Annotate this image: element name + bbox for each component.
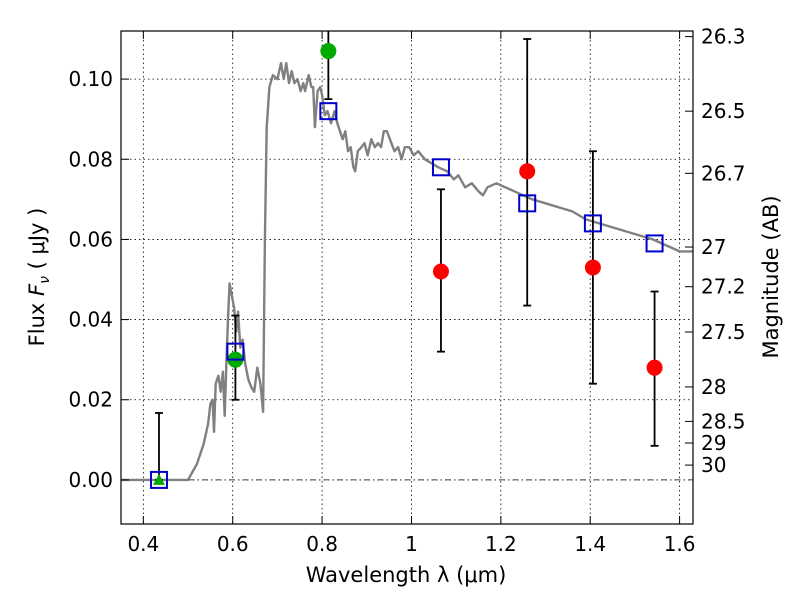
upper-limit-error-bar	[154, 412, 163, 481]
model-photometry-square	[431, 158, 450, 177]
x-axis-title: Wavelength λ (μm)	[306, 563, 507, 587]
magnitude-tick-label: 27.5	[701, 320, 746, 344]
x-tick-label: 1.2	[485, 532, 517, 556]
y-tick-label: 0.02	[68, 388, 113, 412]
red-detection-point	[646, 359, 663, 376]
y-axis-title-text: Flux	[25, 296, 49, 346]
x-tick-label: 1	[405, 532, 418, 556]
x-tick-label: 1.6	[664, 532, 696, 556]
magnitude-tick-label: 29	[701, 431, 726, 455]
y-tick-label: 0.04	[68, 308, 113, 332]
magnitude-tick-label: 26.5	[701, 99, 746, 123]
y-tick-label: 0.08	[68, 147, 113, 171]
x-tick-label: 0.4	[127, 532, 159, 556]
magnitude-tick-label: 26.3	[701, 25, 746, 49]
y-tick-label: 0.00	[68, 468, 113, 492]
x-tick-label: 0.8	[306, 532, 338, 556]
magnitude-tick-label: 28	[701, 375, 726, 399]
error-bars	[154, 31, 659, 481]
y-tick-labels: 0.00 0.02 0.04 0.06 0.08 0.10	[68, 67, 113, 492]
model-photometry-square	[645, 234, 664, 253]
y-tick-label: 0.10	[68, 67, 113, 91]
red-detection-point	[584, 259, 601, 276]
magnitude-tick-label: 27.2	[701, 275, 746, 299]
red-detection-point	[519, 163, 536, 180]
magnitude-axis-title: Magnitude (AB)	[759, 195, 783, 358]
model-photometry-square	[583, 214, 602, 233]
magnitude-tick-label: 28.5	[701, 409, 746, 433]
y-axis-title-unit: ( μJy )	[25, 208, 49, 276]
magnitude-tick-label: 26.7	[701, 161, 746, 185]
green-detection-point	[320, 43, 337, 60]
markers	[149, 43, 664, 489]
x-tick-label: 1.4	[574, 532, 606, 556]
model-sed-line	[121, 61, 693, 482]
magnitude-tick-label: 30	[701, 453, 726, 477]
x-tick-label: 0.6	[217, 532, 249, 556]
model-photometry-square	[518, 194, 537, 213]
plot-frame	[120, 30, 694, 525]
axis-ticks	[121, 31, 693, 524]
x-tick-labels: 0.4 0.6 0.8 1 1.2 1.4 1.6	[127, 532, 695, 556]
y-tick-label: 0.06	[68, 227, 113, 251]
model-photometry-square	[319, 102, 338, 121]
model-photometry-square	[226, 342, 245, 361]
red-detection-point	[432, 263, 449, 280]
model-sed	[121, 61, 693, 482]
model-photometry-square	[149, 470, 168, 489]
grid	[121, 31, 693, 524]
y-axis-title-subscript: ν	[37, 276, 53, 284]
y-axis-title: Flux Fν ( μJy )	[25, 208, 53, 347]
upper-limit-triangle	[152, 473, 165, 485]
y-axis-title-symbol: F	[25, 283, 49, 296]
magnitude-tick-label: 27	[701, 235, 726, 259]
